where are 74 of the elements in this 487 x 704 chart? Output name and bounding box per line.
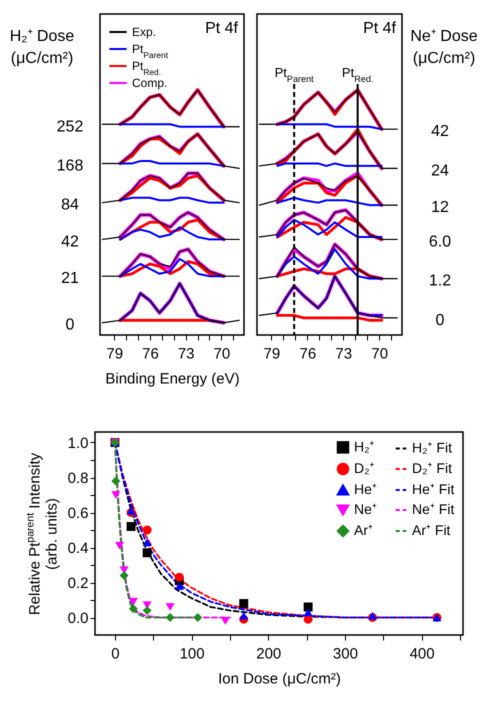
legend-label: He⁺ Fit bbox=[412, 481, 454, 497]
x-tick-label: 100 bbox=[180, 646, 205, 662]
point bbox=[304, 602, 313, 612]
y2-axis-title: Ne⁺ Dose (μC/cm²) bbox=[410, 28, 478, 67]
legend-label: Exp. bbox=[132, 25, 156, 39]
point bbox=[128, 604, 138, 614]
legend-label: D₂⁺ bbox=[354, 460, 375, 476]
text: 21 bbox=[61, 270, 79, 288]
x-tick-label: 79 bbox=[106, 346, 124, 362]
point bbox=[166, 603, 175, 611]
legend-label: Ne⁺ Fit bbox=[412, 501, 454, 517]
legend-label: Ne⁺ bbox=[354, 501, 377, 517]
legend-label: Comp. bbox=[132, 76, 168, 90]
point bbox=[220, 617, 230, 625]
point bbox=[174, 582, 184, 590]
point bbox=[111, 476, 120, 486]
x-axis-title: Ion Dose (μC/cm²) bbox=[218, 670, 341, 688]
legend-label: H₂⁺ bbox=[354, 438, 375, 454]
legend-label: H₂⁺ Fit bbox=[412, 440, 452, 456]
point bbox=[111, 491, 120, 499]
text: 42 bbox=[431, 123, 449, 140]
y-tick-label: 0.4 bbox=[68, 540, 88, 557]
x-tick-label: 73 bbox=[178, 346, 195, 362]
x-axis-title: Binding Energy (eV) bbox=[105, 370, 240, 388]
y-tick-label: 0.6 bbox=[68, 505, 88, 522]
point bbox=[239, 612, 248, 620]
point bbox=[142, 538, 152, 546]
x-tick-label: 0 bbox=[111, 646, 120, 662]
legend-label: Pt$_{Red.}$ bbox=[132, 59, 162, 77]
y-tick-label: 0.8 bbox=[68, 470, 88, 487]
text: 6.0 bbox=[428, 233, 452, 250]
point bbox=[304, 608, 313, 616]
point bbox=[120, 571, 129, 580]
x-tick-label: 76 bbox=[299, 346, 316, 362]
legend-label: Pt$_{Parent}$ bbox=[132, 42, 169, 60]
text: 42 bbox=[61, 233, 79, 250]
ref-line-label: Pt$_{Red.}$ bbox=[342, 65, 374, 84]
y-tick-label: 1.0 bbox=[68, 435, 88, 452]
legend-label: He⁺ bbox=[354, 481, 377, 497]
x-tick-label: 300 bbox=[332, 646, 358, 662]
point bbox=[193, 613, 202, 622]
point bbox=[166, 613, 175, 622]
x-tick-label: 79 bbox=[264, 346, 280, 362]
text: 1.2 bbox=[428, 272, 452, 290]
x-tick-label: 200 bbox=[256, 646, 282, 662]
y-axis-title: H₂⁺ Dose (μC/cm²) bbox=[10, 28, 74, 67]
point bbox=[142, 548, 152, 558]
text: 12 bbox=[431, 199, 449, 216]
x-tick-label: 400 bbox=[410, 646, 435, 662]
point bbox=[128, 598, 138, 606]
point bbox=[126, 522, 136, 531]
point bbox=[142, 606, 152, 615]
legend-label: D₂⁺ Fit bbox=[412, 460, 452, 476]
x-tick-label: 70 bbox=[214, 346, 230, 362]
ref-line-label: Pt$_{Parent}$ bbox=[274, 65, 314, 84]
legend-label: Ar⁺ Fit bbox=[412, 522, 451, 538]
text: 24 bbox=[431, 162, 449, 180]
x-tick-label: 70 bbox=[371, 346, 388, 362]
point bbox=[174, 572, 184, 582]
chart-title: Pt 4f bbox=[205, 20, 239, 37]
text: 84 bbox=[61, 196, 79, 214]
text: 252 bbox=[56, 118, 84, 136]
x-tick-label: 73 bbox=[335, 346, 352, 362]
point bbox=[239, 599, 248, 608]
y-tick-label: 0.0 bbox=[68, 610, 88, 627]
legend-label: Ar⁺ bbox=[354, 522, 373, 538]
text: 0 bbox=[436, 312, 445, 329]
text: 0 bbox=[66, 316, 75, 334]
x-tick-label: 76 bbox=[142, 346, 159, 362]
point bbox=[142, 526, 152, 534]
chart-title: Pt 4f bbox=[363, 20, 397, 37]
point bbox=[115, 542, 124, 550]
y-tick-label: 0.2 bbox=[68, 575, 88, 592]
text: 168 bbox=[56, 157, 84, 174]
